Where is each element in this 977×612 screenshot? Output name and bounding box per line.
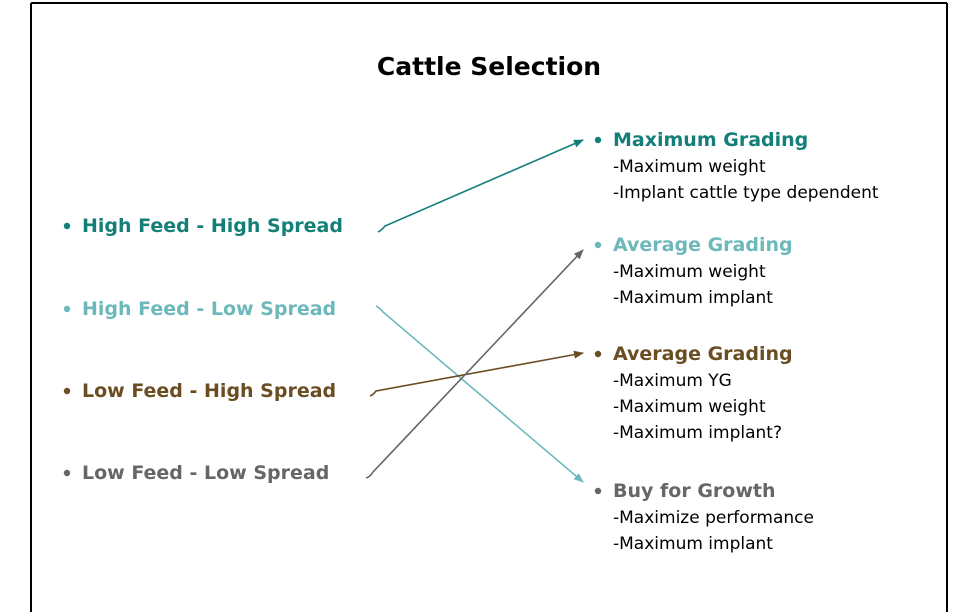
bullet [63, 305, 71, 313]
right-detail: -Maximum implant [613, 534, 773, 554]
right-detail: -Maximum implant [613, 288, 773, 308]
bullet [594, 136, 602, 144]
bullet [594, 487, 602, 495]
bullet [63, 469, 71, 477]
right-detail: -Maximize performance [613, 508, 814, 528]
content: High Feed - High Spread High Feed - Low S… [63, 129, 879, 554]
right-heading: Buy for Growth [613, 480, 776, 502]
arrow [377, 139, 584, 233]
right-detail: -Maximum weight [613, 262, 766, 282]
right-detail: -Maximum implant? [613, 423, 782, 443]
left-item: High Feed - Low Spread [82, 298, 336, 320]
arrow [369, 350, 584, 397]
right-heading: Average Grading [613, 234, 793, 256]
left-item: Low Feed - High Spread [82, 380, 336, 402]
arrows [365, 139, 584, 483]
left-item: High Feed - High Spread [82, 215, 343, 237]
right-heading: Average Grading [613, 343, 793, 365]
bullet [594, 350, 602, 358]
arrow [365, 249, 584, 479]
bullet [63, 387, 71, 395]
arrow [375, 305, 584, 483]
right-heading: Maximum Grading [613, 129, 808, 151]
left-item: Low Feed - Low Spread [82, 462, 329, 484]
right-detail: -Maximum YG [613, 371, 732, 391]
right-detail: -Implant cattle type dependent [613, 183, 879, 203]
frame [30, 2, 948, 612]
right-detail: -Maximum weight [613, 157, 766, 177]
bullet [63, 222, 71, 230]
right-detail: -Maximum weight [613, 397, 766, 417]
bullet [594, 241, 602, 249]
slide-title: Cattle Selection [377, 52, 601, 81]
